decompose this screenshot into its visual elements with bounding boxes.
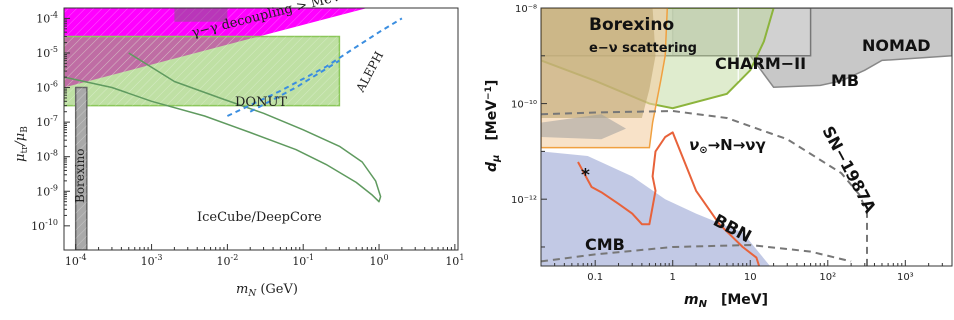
right-y-tick-label: 10⁻¹⁰ <box>511 100 537 111</box>
left-y-axis-label: μtr/μB <box>13 126 30 162</box>
left-chart: 10-4 10-3 10-2 10-1 100 101 10-10 10-9 10-8 10-7 1… <box>13 0 464 299</box>
left-y-tick-label: 10-6 <box>36 80 58 95</box>
left-x-tick-label: 101 <box>445 253 464 268</box>
right-label-borexino: Borexino <box>589 15 674 35</box>
right-lines <box>541 110 868 266</box>
right-label-process: ν⊙→N→νγ <box>689 136 766 156</box>
right-star-marker: * <box>581 165 590 185</box>
left-series-aleph <box>226 17 403 117</box>
process-rest: →N→νγ <box>708 136 766 154</box>
left-xlabel-sub: N <box>247 289 257 299</box>
process-sun: ⊙ <box>699 145 707 156</box>
left-x-tick-label: 10-3 <box>141 253 163 268</box>
right-borexino-notch <box>541 114 626 140</box>
right-x-tick-label: 0.1 <box>587 272 603 283</box>
right-label-cmb: CMB <box>585 235 625 254</box>
left-ylabel-main: μ <box>13 154 28 162</box>
right-xlabel-sub: N <box>699 299 708 310</box>
left-lines <box>64 17 403 203</box>
left-ylabel-sub: tr <box>20 145 30 154</box>
right-xlabel-unit: [MeV] <box>721 292 768 308</box>
left-regions <box>64 8 368 250</box>
right-ylabel-unit-close: ] <box>484 80 500 86</box>
left-label-aleph: ALEPH <box>353 49 386 95</box>
right-chart: 0.1 1 10 10² 10³ 10⁻¹² 10⁻¹⁰ 10⁻⁸ Borexino e−ν … <box>484 4 953 310</box>
right-ylabel-unit-sup: −1 <box>484 86 494 100</box>
left-ylabel-slash: /μ <box>13 133 28 148</box>
right-label-escatter: e−ν scattering <box>589 41 697 56</box>
left-label-borexino: Borexino <box>73 149 87 203</box>
right-ticks: 0.1 1 10 10² 10³ 10⁻¹² 10⁻¹⁰ 10⁻⁸ <box>511 4 953 283</box>
left-label-decoupling: γ−γ decoupling > MeV <box>190 0 343 41</box>
left-label-donut: DONUT <box>235 95 287 110</box>
left-label-icecube: IceCube/DeepCore <box>197 210 322 225</box>
left-series-blue-dashed-2 <box>249 59 340 113</box>
right-ylabel-sub: μ <box>491 155 502 163</box>
left-xlabel-main: m <box>236 282 248 297</box>
left-y-tick-label: 10-5 <box>36 45 58 60</box>
right-x-tick-label: 10² <box>819 272 836 283</box>
right-y-axis-label: dμ [MeV−1] <box>484 80 502 172</box>
left-y-tick-label: 10-4 <box>36 10 58 25</box>
right-series-bbn <box>577 131 761 266</box>
left-plot-frame <box>63 7 459 251</box>
right-label-nomad: NOMAD <box>862 36 931 55</box>
left-y-tick-label: 10-8 <box>36 149 58 164</box>
left-ticks: 10-4 10-3 10-2 10-1 100 101 10-10 10-9 10-8 10-7 1… <box>31 7 464 268</box>
left-series-icecube-deepcore <box>64 52 382 203</box>
right-region-cmb <box>541 151 770 266</box>
right-x-tick-label: 10 <box>744 272 757 283</box>
left-region-hatch-donut <box>64 36 340 106</box>
left-xlabel-unit: (GeV) <box>256 282 298 297</box>
right-x-axis-label: mN [MeV] <box>684 292 768 310</box>
left-ylabel-sub2: B <box>20 126 30 133</box>
right-x-tick-label: 10³ <box>897 272 914 283</box>
right-y-tick-label: 10⁻⁸ <box>515 4 537 15</box>
right-label-mb: MB <box>831 71 859 90</box>
right-ylabel-unit: [MeV <box>484 100 500 141</box>
left-x-axis-label: mN (GeV) <box>236 282 298 299</box>
left-overlap-patch <box>174 8 228 22</box>
left-region-hatch-borexino <box>75 87 87 250</box>
right-y-tick-label: 10⁻¹² <box>511 195 537 206</box>
left-x-tick-label: 10-1 <box>292 253 314 268</box>
left-x-tick-label: 10-4 <box>65 253 87 268</box>
right-label-charm: CHARM−II <box>715 54 806 73</box>
right-x-tick-label: 1 <box>670 272 676 283</box>
left-x-tick-label: 100 <box>369 253 388 268</box>
right-label-sn: SN−1987A <box>818 123 880 217</box>
left-y-tick-label: 10-10 <box>31 218 58 233</box>
left-x-tick-label: 10-2 <box>216 253 238 268</box>
right-regions <box>541 8 952 266</box>
left-y-tick-label: 10-7 <box>36 114 58 129</box>
right-series-sn-1987a-lower <box>541 244 852 263</box>
right-ylabel-main: d <box>484 161 500 172</box>
process-nu: ν <box>689 136 699 154</box>
left-y-tick-label: 10-9 <box>36 183 58 198</box>
right-xlabel-main: m <box>684 292 699 308</box>
right-region-borexino <box>541 8 656 118</box>
